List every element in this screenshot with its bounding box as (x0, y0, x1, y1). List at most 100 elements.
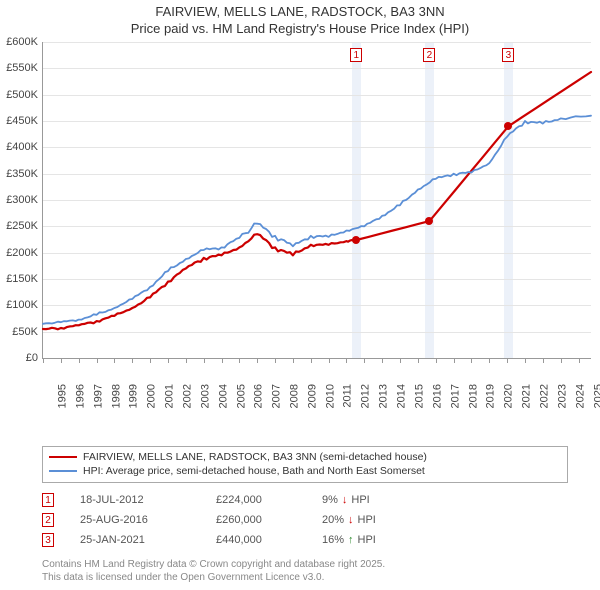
legend-row: FAIRVIEW, MELLS LANE, RADSTOCK, BA3 3NN … (49, 450, 561, 464)
series-line-price_paid (43, 72, 591, 329)
x-tick-label: 2011 (341, 384, 353, 408)
x-tick-label: 2016 (431, 384, 443, 408)
event-row: 325-JAN-2021£440,00016%↑HPI (42, 530, 554, 550)
series-svg (43, 42, 591, 358)
event-delta-suffix: HPI (358, 534, 376, 546)
sale-marker-point (352, 236, 360, 244)
x-tick-label: 2009 (306, 384, 318, 408)
x-tick (293, 358, 294, 363)
x-tick (43, 358, 44, 363)
event-delta: 20%↓HPI (322, 514, 432, 526)
event-row-marker: 1 (42, 493, 54, 507)
licence-line-1: Contains HM Land Registry data © Crown c… (42, 558, 592, 571)
x-tick (346, 358, 347, 363)
event-delta-suffix: HPI (358, 514, 376, 526)
x-tick-label: 2004 (217, 384, 229, 408)
event-row-marker: 3 (42, 533, 54, 547)
x-tick-label: 2021 (521, 384, 533, 408)
title-line-1: FAIRVIEW, MELLS LANE, RADSTOCK, BA3 3NN (0, 4, 600, 21)
y-tick-label: £50K (0, 326, 38, 338)
x-tick (507, 358, 508, 363)
legend-swatch (49, 470, 77, 472)
x-tick-label: 1995 (56, 384, 68, 408)
x-tick-label: 1996 (74, 384, 86, 408)
y-tick-label: £200K (0, 247, 38, 259)
x-tick (454, 358, 455, 363)
x-tick (79, 358, 80, 363)
y-tick-label: £350K (0, 168, 38, 180)
x-tick (400, 358, 401, 363)
x-tick-label: 2010 (324, 384, 336, 408)
x-tick (222, 358, 223, 363)
arrow-down-icon: ↓ (342, 495, 348, 506)
x-tick-label: 2014 (396, 384, 408, 408)
y-tick-label: £0 (0, 352, 38, 364)
x-tick-label: 2002 (181, 384, 193, 408)
x-tick-label: 2005 (235, 384, 247, 408)
x-tick (561, 358, 562, 363)
events-table: 118-JUL-2012£224,0009%↓HPI225-AUG-2016£2… (42, 490, 554, 550)
x-tick (418, 358, 419, 363)
y-tick-label: £450K (0, 115, 38, 127)
event-delta: 16% ↑ HPI (322, 534, 432, 546)
x-tick (311, 358, 312, 363)
event-price: £260,000 (216, 514, 296, 526)
y-tick-label: £400K (0, 141, 38, 153)
event-marker: 3 (502, 48, 514, 62)
event-row-marker: 2 (42, 513, 54, 527)
x-tick-label: 1997 (92, 384, 104, 408)
x-tick (579, 358, 580, 363)
legend-box: FAIRVIEW, MELLS LANE, RADSTOCK, BA3 3NN … (42, 446, 568, 483)
event-delta-pct: 9% (322, 494, 338, 506)
x-tick-label: 2015 (413, 384, 425, 408)
arrow-up-icon: ↑ (348, 535, 354, 546)
x-tick-label: 2007 (271, 384, 283, 408)
plot-area: 123 (42, 42, 591, 359)
chart-title: FAIRVIEW, MELLS LANE, RADSTOCK, BA3 3NN … (0, 4, 600, 38)
event-marker: 1 (350, 48, 362, 62)
x-tick (525, 358, 526, 363)
x-tick (436, 358, 437, 363)
x-tick-label: 2024 (574, 384, 586, 408)
title-line-2: Price paid vs. HM Land Registry's House … (0, 21, 600, 38)
x-tick (150, 358, 151, 363)
event-price: £440,000 (216, 534, 296, 546)
y-tick-label: £250K (0, 220, 38, 232)
event-delta-suffix: HPI (351, 494, 369, 506)
x-tick (471, 358, 472, 363)
x-tick (543, 358, 544, 363)
x-tick (257, 358, 258, 363)
event-row: 1 18-JUL-2012 £224,000 9% ↓HPI (42, 490, 554, 510)
x-tick-label: 2003 (199, 384, 211, 408)
x-tick-label: 2019 (485, 384, 497, 408)
event-price: £224,000 (216, 494, 296, 506)
licence-text: Contains HM Land Registry data © Crown c… (42, 558, 592, 584)
x-tick-label: 2017 (449, 384, 461, 408)
x-tick (239, 358, 240, 363)
event-date: 18-JUL-2012 (80, 494, 190, 506)
x-tick (114, 358, 115, 363)
y-tick-label: £100K (0, 299, 38, 311)
x-tick-label: 2022 (538, 384, 550, 408)
series-line-hpi (43, 116, 591, 324)
x-tick-label: 2001 (164, 384, 176, 408)
x-tick (61, 358, 62, 363)
arrow-down-icon: ↓ (348, 515, 354, 526)
x-tick (489, 358, 490, 363)
event-date: 25-AUG-2016 (80, 514, 190, 526)
x-tick-label: 2008 (289, 384, 301, 408)
x-tick-label: 2023 (556, 384, 568, 408)
chart: 123£0£50K£100K£150K£200K£250K£300K£350K£… (0, 38, 600, 408)
x-tick-label: 2025 (592, 384, 600, 408)
x-tick-label: 2013 (378, 384, 390, 408)
x-tick-label: 2006 (253, 384, 265, 408)
event-delta-pct: 16% (322, 534, 344, 546)
x-tick-label: 1999 (128, 384, 140, 408)
legend-label: FAIRVIEW, MELLS LANE, RADSTOCK, BA3 3NN … (83, 451, 427, 463)
legend-swatch (49, 456, 77, 458)
x-tick (168, 358, 169, 363)
legend-row: HPI: Average price, semi-detached house,… (49, 464, 561, 478)
x-tick-label: 2000 (146, 384, 158, 408)
x-tick (364, 358, 365, 363)
x-tick (204, 358, 205, 363)
